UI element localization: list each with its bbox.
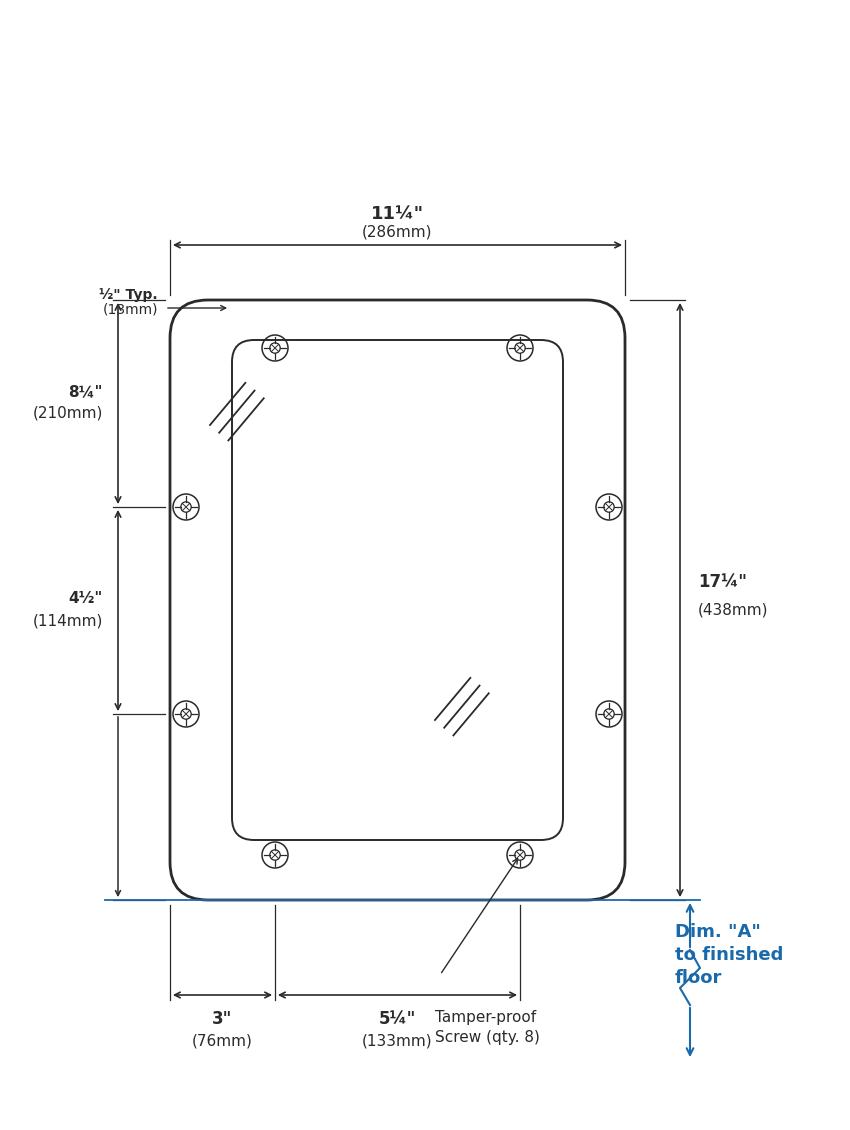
Text: (210mm): (210mm) — [32, 406, 103, 421]
Text: (13mm): (13mm) — [103, 303, 158, 318]
Text: (286mm): (286mm) — [362, 225, 433, 240]
Text: (133mm): (133mm) — [362, 1033, 433, 1048]
Text: (438mm): (438mm) — [698, 602, 768, 617]
Text: Tamper-proof
Screw (qty. 8): Tamper-proof Screw (qty. 8) — [435, 1010, 540, 1045]
Text: (76mm): (76mm) — [192, 1033, 253, 1048]
Text: 11¼": 11¼" — [371, 205, 424, 223]
Text: 17¼": 17¼" — [698, 573, 747, 591]
Text: 5¼": 5¼" — [379, 1010, 416, 1028]
Text: (114mm): (114mm) — [32, 612, 103, 628]
Text: 3": 3" — [212, 1010, 233, 1028]
FancyBboxPatch shape — [232, 340, 563, 840]
Text: 8¼": 8¼" — [69, 384, 103, 399]
Text: 4½": 4½" — [69, 591, 103, 606]
Text: ½" Typ.: ½" Typ. — [99, 288, 158, 302]
Text: Dim. "A"
to finished
floor: Dim. "A" to finished floor — [675, 923, 784, 986]
FancyBboxPatch shape — [170, 299, 625, 899]
